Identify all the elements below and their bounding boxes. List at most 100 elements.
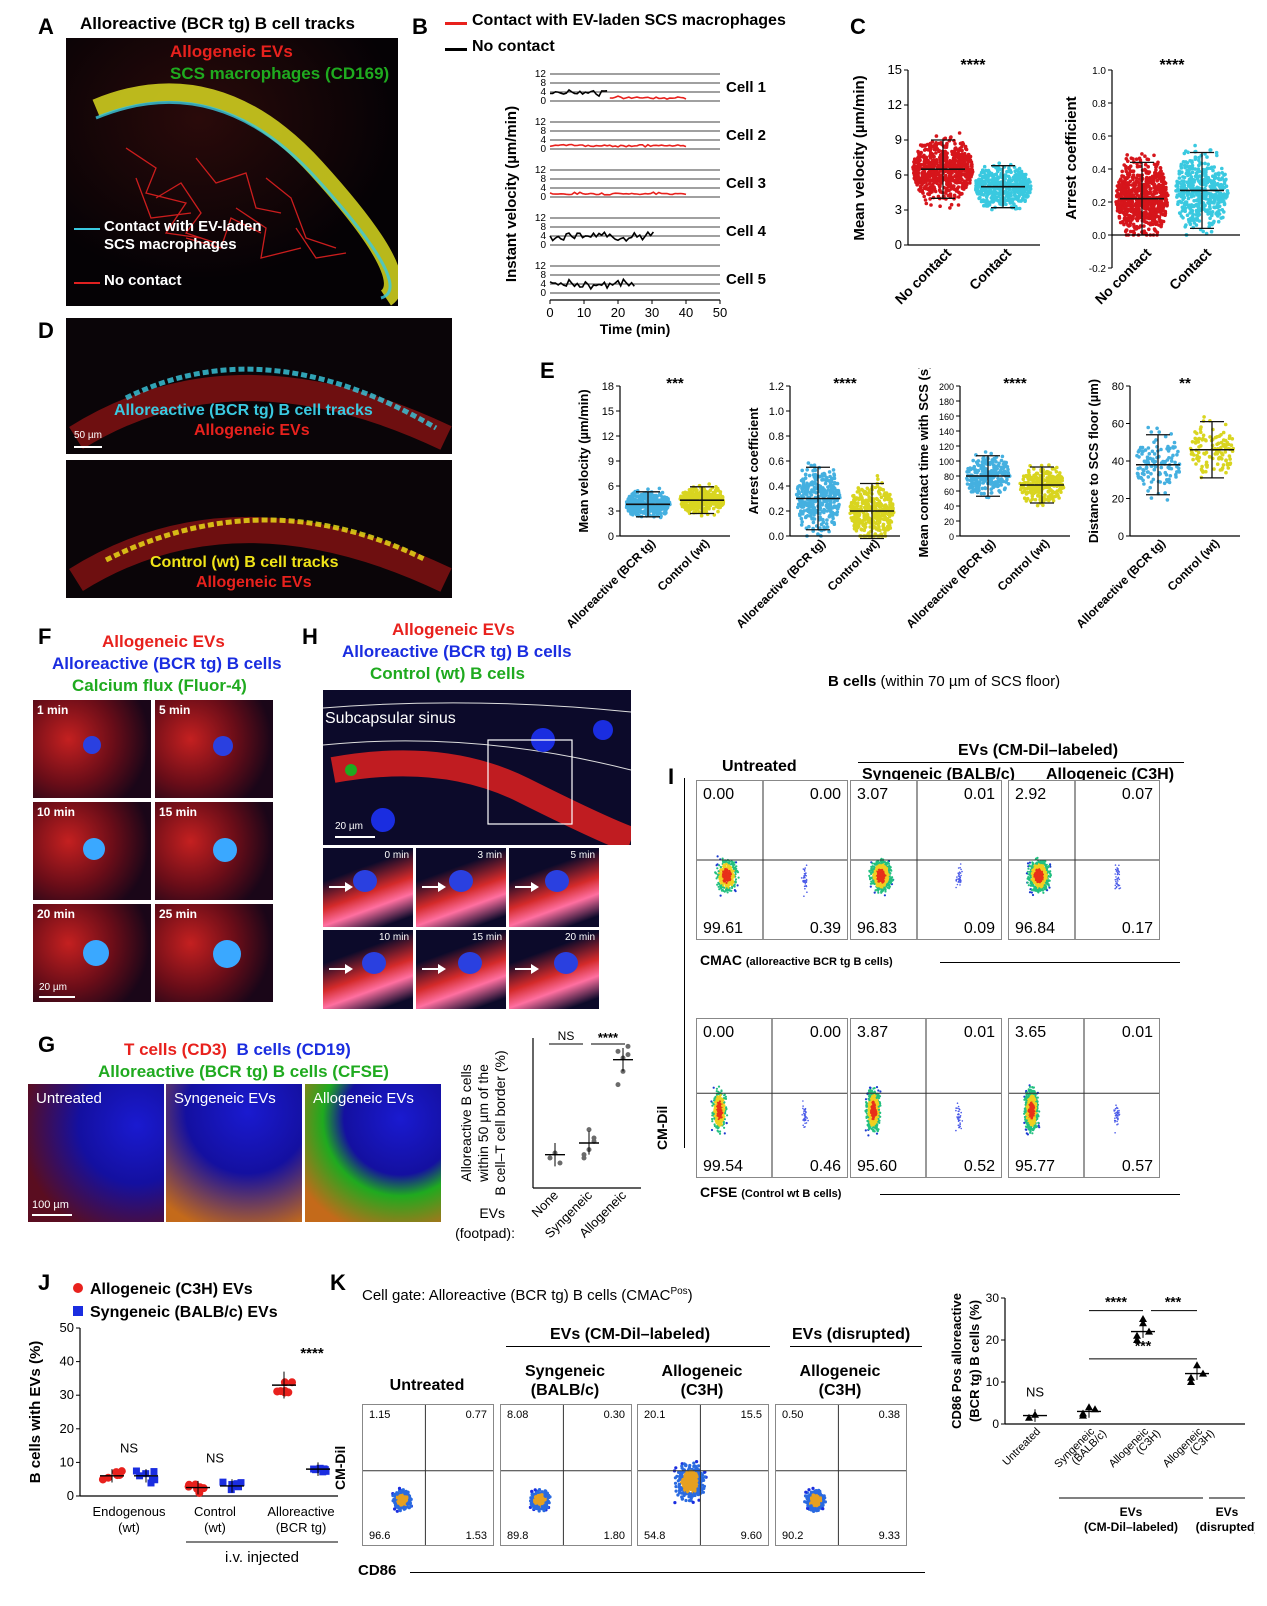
panel-i-col-syngeneic: Syngeneic (BALB/c) bbox=[862, 766, 1015, 783]
panel-i-header: B cells (within 70 µm of SCS floor) bbox=[828, 673, 1061, 690]
scatter-point bbox=[1046, 498, 1050, 502]
scatter-point bbox=[1191, 457, 1195, 462]
panel-c-cat-contact: Contact bbox=[966, 245, 1014, 293]
scatter-point bbox=[888, 500, 893, 504]
scatter-point bbox=[996, 476, 1000, 481]
scatter-point bbox=[832, 500, 836, 504]
scatter-point bbox=[1222, 199, 1226, 204]
scatter-point bbox=[930, 188, 934, 192]
scatter-point bbox=[1007, 169, 1011, 174]
scatter-point bbox=[976, 178, 981, 182]
scatter-point bbox=[977, 196, 981, 201]
scatter-point bbox=[1138, 164, 1142, 169]
bcell-blob bbox=[213, 940, 241, 968]
scatter-point bbox=[1221, 438, 1226, 442]
scatter-point bbox=[632, 494, 636, 498]
scatter-point bbox=[1185, 213, 1190, 217]
scatter-point bbox=[718, 490, 723, 494]
scatter-point bbox=[1196, 167, 1201, 171]
scatter-point bbox=[914, 165, 918, 169]
scatter-point bbox=[1154, 220, 1159, 224]
scatter-point bbox=[1142, 459, 1147, 464]
scatter-point bbox=[1149, 480, 1154, 484]
scatter-point bbox=[927, 192, 932, 197]
scatter-point bbox=[998, 192, 1003, 196]
scatter-point bbox=[1155, 426, 1159, 431]
scatter-point bbox=[1178, 211, 1182, 215]
scatter-point bbox=[810, 488, 814, 492]
scatter-point bbox=[648, 493, 652, 497]
panel-e-cat-control: Control (wt) bbox=[655, 536, 712, 593]
y-tick-label: 0.6 bbox=[1092, 132, 1106, 143]
scatter-point bbox=[1131, 157, 1135, 161]
scatter-point bbox=[1146, 475, 1151, 479]
panel-a-label-nocontact: No contact bbox=[104, 272, 182, 289]
scatter-point bbox=[1191, 183, 1195, 188]
panel-h-frame: 0 min bbox=[323, 848, 413, 927]
scatter-point bbox=[1125, 202, 1130, 206]
arrow-head-icon bbox=[345, 882, 353, 892]
scatter-point bbox=[1118, 220, 1123, 225]
y-tick-label: 9 bbox=[895, 132, 902, 147]
arrow-head-icon bbox=[438, 882, 446, 892]
scatter-point bbox=[965, 482, 970, 486]
panel-b-xtick: 50 bbox=[713, 305, 727, 320]
scatter-point bbox=[1138, 158, 1143, 162]
scatter-point bbox=[1216, 182, 1220, 187]
scatter-point bbox=[803, 472, 808, 477]
panel-label-i: I bbox=[668, 764, 675, 789]
scatter-point bbox=[935, 181, 939, 185]
panel-e-stars: **** bbox=[1003, 375, 1027, 392]
scatter-point bbox=[1224, 458, 1228, 463]
scatter-point bbox=[691, 505, 696, 509]
panel-b-cell-label: Cell 2 bbox=[726, 127, 766, 144]
scatter-point bbox=[1215, 153, 1219, 158]
panel-b-legend-red bbox=[445, 22, 467, 25]
panel-i-evs-header: EVs (CM-Dil–labeled) bbox=[958, 742, 1119, 759]
scatter-point bbox=[803, 476, 808, 480]
scatter-point bbox=[1137, 448, 1142, 452]
scatter-point bbox=[1019, 199, 1023, 203]
scatter-point bbox=[859, 504, 863, 509]
scatter-point bbox=[1122, 188, 1127, 192]
scatter-point bbox=[631, 511, 636, 515]
scatter-point bbox=[1212, 219, 1216, 224]
scatter-point bbox=[884, 528, 888, 532]
scatter-point bbox=[1209, 229, 1214, 234]
scatter-point bbox=[971, 458, 975, 463]
scatter-point bbox=[1146, 425, 1150, 430]
scatter-point bbox=[852, 498, 856, 503]
scatter-point bbox=[713, 493, 717, 497]
panel-e-stars: ** bbox=[1179, 375, 1191, 392]
panel-b-legend-black bbox=[445, 48, 467, 51]
scatter-point bbox=[1190, 451, 1194, 456]
scatter-point bbox=[1059, 490, 1063, 494]
panel-h-frame: 10 min bbox=[323, 930, 413, 1009]
scatter-point bbox=[946, 184, 951, 189]
y-tick-label: 1.0 bbox=[769, 406, 784, 418]
scatter-point bbox=[819, 486, 824, 490]
scatter-point bbox=[1159, 185, 1163, 189]
panel-label-f: F bbox=[38, 624, 52, 649]
scatter-point bbox=[968, 154, 973, 159]
y-tick-label: 80 bbox=[944, 472, 954, 482]
scatter-point bbox=[850, 504, 855, 508]
panel-b-ytick: 4 bbox=[540, 135, 546, 146]
scatter-point bbox=[797, 491, 801, 496]
scatter-point bbox=[938, 204, 942, 208]
panel-label-d: D bbox=[38, 318, 54, 343]
scatter-point bbox=[1144, 169, 1148, 173]
scatter-point bbox=[988, 190, 992, 195]
scatter-point bbox=[1181, 175, 1185, 179]
panel-f-label-evs: Allogeneic EVs bbox=[102, 632, 225, 651]
scatter-point bbox=[1056, 475, 1060, 480]
scatter-point bbox=[912, 157, 917, 161]
scatter-point bbox=[830, 513, 834, 518]
panel-i-col-allogeneic: Allogeneic (C3H) bbox=[1046, 766, 1175, 783]
scatter-point bbox=[979, 491, 984, 496]
scatter-point bbox=[949, 187, 954, 191]
y-tick-label: 60 bbox=[1112, 419, 1124, 431]
scatter-point bbox=[1165, 479, 1170, 484]
scatter-point bbox=[1203, 161, 1207, 166]
scatter-point bbox=[959, 153, 963, 157]
